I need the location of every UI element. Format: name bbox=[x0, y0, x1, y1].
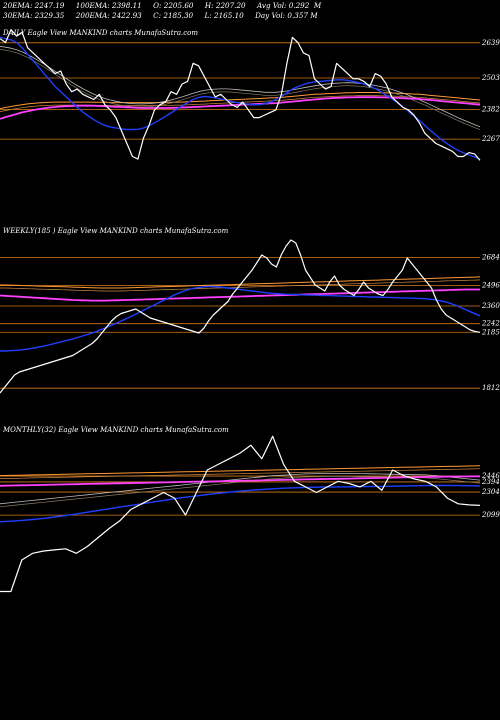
daily-price-label-3: 2267 bbox=[481, 135, 500, 143]
daily-chart-title: DAILY Eagle View MANKIND charts MunafaSu… bbox=[2, 29, 198, 37]
weekly-price-label-0: 2684 bbox=[481, 253, 500, 261]
monthly-price-label-3: 2099 bbox=[481, 511, 500, 519]
daily-series-ema-gray-shadow bbox=[0, 49, 481, 131]
monthly-series-ema-orange-shadow bbox=[0, 468, 481, 479]
monthly-price-label-0: 2446 bbox=[481, 472, 500, 480]
weekly-price-label-5: 1812 bbox=[482, 384, 500, 392]
weekly-chart-title: WEEKLY(185 ) Eagle View MANKIND charts M… bbox=[3, 227, 229, 235]
daily-series-ema-orange bbox=[0, 92, 481, 110]
weekly-price-label-2: 2360 bbox=[481, 302, 500, 310]
monthly-price-label-1: 2394 bbox=[481, 478, 500, 486]
daily-price-label-1: 2503 bbox=[481, 74, 500, 82]
monthly-price-label-2: 2304 bbox=[481, 488, 500, 496]
weekly-series-ema-orange bbox=[0, 276, 481, 289]
indicator-header-line1: 20EMA: 2247.19 100EMA: 2398.11 O: 2205.6… bbox=[3, 1, 322, 10]
weekly-price-label-1: 2496 bbox=[481, 282, 500, 290]
weekly-price-label-4: 2185 bbox=[481, 328, 500, 336]
monthly-series-ema-fast bbox=[0, 484, 481, 523]
monthly-series-ema-orange bbox=[0, 465, 481, 477]
weekly-series-ema-fast bbox=[0, 285, 481, 352]
monthly-series-ema-gray bbox=[0, 472, 481, 505]
daily-series-price bbox=[0, 29, 481, 161]
weekly-series-ema-orange-shadow bbox=[0, 279, 481, 292]
daily-price-label-2: 2382 bbox=[481, 105, 500, 113]
daily-series-ema-pink bbox=[0, 96, 481, 120]
indicator-header-line2: 30EMA: 2329.35 200EMA: 2422.93 C: 2185.3… bbox=[3, 11, 318, 20]
weekly-series-ema-pink bbox=[0, 288, 480, 302]
monthly-series-price bbox=[0, 435, 481, 593]
monthly-series-ema-pink bbox=[0, 475, 481, 487]
weekly-price-label-3: 2242 bbox=[481, 320, 500, 328]
daily-price-label-0: 2639 bbox=[481, 39, 500, 47]
weekly-series-price bbox=[0, 239, 481, 394]
monthly-chart-title: MONTHLY(32) Eagle View MANKIND charts Mu… bbox=[2, 426, 229, 434]
daily-series-ema-gray bbox=[0, 46, 481, 128]
